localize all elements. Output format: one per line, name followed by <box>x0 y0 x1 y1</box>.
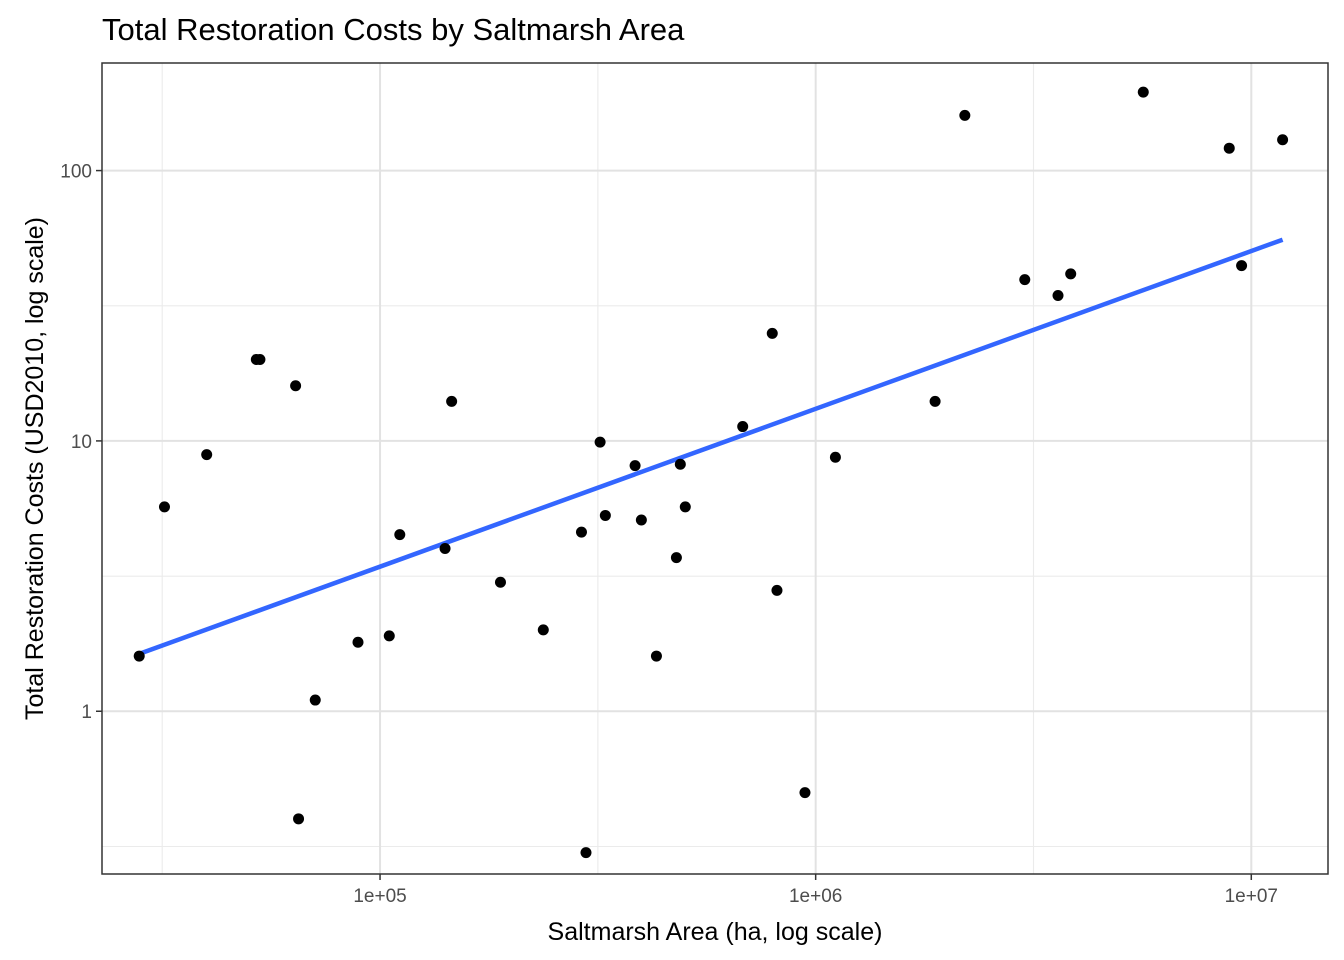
data-point <box>352 636 364 648</box>
data-point <box>1052 290 1064 302</box>
data-point <box>394 529 406 541</box>
data-point <box>290 380 302 392</box>
x-axis-title: Saltmarsh Area (ha, log scale) <box>548 918 883 946</box>
data-point <box>635 514 647 526</box>
x-axis: 1e+05 1e+06 1e+07 <box>353 874 1278 907</box>
data-point <box>580 847 592 859</box>
trend-line <box>138 237 1284 656</box>
data-point <box>771 584 783 596</box>
data-points <box>133 86 1289 859</box>
data-point <box>674 458 686 470</box>
y-tick-label: 100 <box>60 162 92 183</box>
data-point <box>309 694 321 706</box>
y-tick-label: 1 <box>81 702 92 723</box>
data-point <box>537 624 549 636</box>
data-point <box>594 436 606 448</box>
data-point <box>1065 268 1077 280</box>
data-point <box>1019 274 1031 286</box>
x-tick-label: 1e+07 <box>1225 886 1278 907</box>
data-point <box>737 421 749 433</box>
minor-gridlines <box>102 63 1328 874</box>
data-point <box>959 109 971 121</box>
x-tick-label: 1e+05 <box>353 886 406 907</box>
data-point <box>254 354 266 366</box>
data-point <box>575 526 587 538</box>
data-point <box>1137 86 1149 98</box>
data-point <box>383 630 395 642</box>
data-point <box>679 501 691 513</box>
plot-panel <box>102 63 1328 874</box>
x-tick-label: 1e+06 <box>789 886 842 907</box>
data-point <box>670 552 682 564</box>
plot-border <box>101 62 1329 875</box>
data-point <box>439 542 451 554</box>
data-point <box>133 650 145 662</box>
chart-title: Total Restoration Costs by Saltmarsh Are… <box>102 12 685 47</box>
data-point <box>293 813 305 825</box>
data-point <box>766 327 778 339</box>
data-point <box>650 650 662 662</box>
data-point <box>446 395 458 407</box>
data-point <box>629 460 641 472</box>
y-axis-title: Total Restoration Costs (USD2010, log sc… <box>21 217 49 720</box>
data-point <box>929 395 941 407</box>
data-point <box>201 449 213 461</box>
data-point <box>494 576 506 588</box>
data-point <box>1277 134 1289 146</box>
data-point <box>1223 142 1235 154</box>
data-point <box>158 501 170 513</box>
data-point <box>1236 260 1248 272</box>
y-axis: 1 10 100 <box>60 162 102 723</box>
data-point <box>799 787 811 799</box>
data-point <box>599 509 611 521</box>
data-point <box>829 451 841 463</box>
trend-line-layer <box>138 237 1284 656</box>
major-gridlines <box>102 63 1328 874</box>
y-tick-label: 10 <box>71 432 92 453</box>
